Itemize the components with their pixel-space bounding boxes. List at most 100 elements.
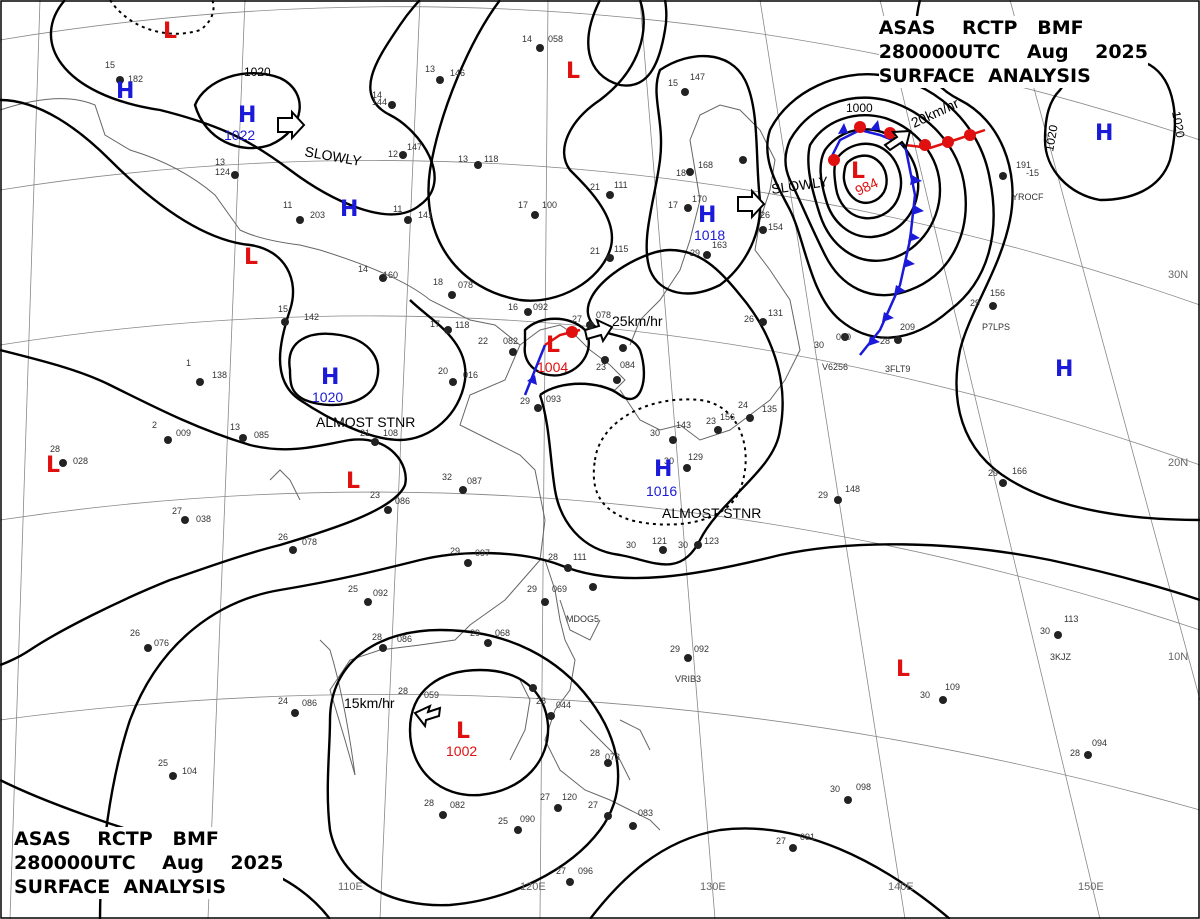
station-plot: 14 <box>358 264 368 274</box>
axis-labels: 110E 120E 130E 140E 150E 30N 20N 10N <box>338 269 1188 893</box>
station-plot: 21 <box>590 182 600 192</box>
station-id: YROCF <box>1012 192 1044 202</box>
station-plot: 182 <box>128 74 143 84</box>
longitude-label: 150E <box>1078 881 1104 893</box>
station-plot: 17 <box>430 319 440 329</box>
station-plot: 118 <box>455 320 469 330</box>
center-motion-text: ALMOST STNR <box>662 505 761 521</box>
high-pressure-center: H <box>321 365 339 390</box>
station-plot: 12 <box>388 149 398 159</box>
latitude-label: 30N <box>1168 269 1188 281</box>
station-plot: 082 <box>503 336 518 346</box>
high-pressure-center: H <box>1095 121 1113 146</box>
station-plot: 28 <box>536 696 546 706</box>
station-plot: 26 <box>760 210 770 220</box>
station-plot: 097 <box>475 548 490 558</box>
station-plot: 25 <box>158 758 168 768</box>
station-plot: 109 <box>945 682 960 692</box>
station-plot: 23 <box>596 362 606 372</box>
station-plot: 29 <box>470 628 480 638</box>
station-plot: 142 <box>304 312 319 322</box>
station-plot: 078 <box>596 310 611 320</box>
station-plot: 27 <box>776 836 786 846</box>
station-id: V6256 <box>822 362 848 372</box>
station-plot: 124 <box>215 167 230 177</box>
low-pressure-center: L <box>163 19 177 44</box>
low-pressure-center: L <box>566 59 580 84</box>
station-plot: 30 <box>920 690 930 700</box>
station-plot: 118 <box>484 154 498 164</box>
station-plot: 078 <box>458 280 473 290</box>
station-plot: 147 <box>407 142 422 152</box>
station-plot: 115 <box>614 244 628 254</box>
station-plot: 17 <box>518 200 528 210</box>
station-plot: 092 <box>533 302 548 312</box>
station-plots: 15 182 14 058 13 146 13 118 14 144 12 14… <box>50 34 1107 876</box>
station-plot: 29 <box>450 546 460 556</box>
station-plot: 26 <box>130 628 140 638</box>
station-plot: 30 <box>650 428 660 438</box>
station-plot: 27 <box>556 866 566 876</box>
station-plot: 29 <box>690 248 700 258</box>
center-motion-text: SLOWLY <box>770 173 830 197</box>
high-pressure-center: H <box>340 197 358 222</box>
station-plot: 20 <box>438 366 448 376</box>
high-pressure-center: H <box>698 203 716 228</box>
isobar-labels: 1020 1000 1020 1020 <box>244 65 1188 153</box>
low-pressure-center: L <box>456 719 470 744</box>
station-plot: 156 <box>990 288 1005 298</box>
station-plot: 18 <box>676 168 686 178</box>
station-plot: 082 <box>450 800 465 810</box>
station-plot: 143 <box>676 420 691 430</box>
station-plot: 091 <box>800 832 815 842</box>
station-plot: 15 <box>668 78 678 88</box>
station-plot: 135 <box>762 404 777 414</box>
station-plot: 29 <box>527 584 537 594</box>
station-id: 3KJZ <box>1050 652 1072 662</box>
station-plot: 141 <box>418 210 433 220</box>
station-plot: 085 <box>254 430 269 440</box>
station-plot: 13 <box>230 422 240 432</box>
station-plot: 13 <box>425 64 435 74</box>
station-plot: 044 <box>556 700 571 710</box>
header-line-3: SURFACE ANALYSIS <box>878 65 1091 87</box>
station-plot: 24 <box>738 400 748 410</box>
high-pressure-center: H <box>654 457 672 482</box>
station-plot: 28 <box>372 632 382 642</box>
station-plot: 084 <box>620 360 635 370</box>
station-plot: 2 <box>152 420 157 430</box>
station-plot: 32 <box>442 472 452 482</box>
station-plot: 29 <box>670 644 680 654</box>
center-motion-text: 25km/hr <box>612 313 663 329</box>
station-plot: 144 <box>372 97 387 107</box>
station-plot: 170 <box>692 194 707 204</box>
station-plot: 29 <box>970 298 980 308</box>
station-plot: 209 <box>900 322 915 332</box>
station-plot: 14 <box>522 34 532 44</box>
station-plot: 11 <box>283 200 292 210</box>
station-plot: 069 <box>552 584 567 594</box>
station-plot: 28 <box>50 444 60 454</box>
station-plot: 096 <box>578 866 593 876</box>
longitude-label: 130E <box>700 881 726 893</box>
center-pressure-value: 1004 <box>537 359 568 375</box>
center-motion-text: SLOWLY <box>303 143 363 169</box>
high-pressure-center: H <box>116 79 134 104</box>
station-plot: 24 <box>278 696 288 706</box>
isobar-label: 1020 <box>1042 123 1060 152</box>
station-plot: 087 <box>467 476 482 486</box>
station-plot: 1 <box>186 358 191 368</box>
station-plot: 27 <box>572 314 582 324</box>
station-plot: 111 <box>573 552 587 562</box>
station-plot: 073 <box>605 752 620 762</box>
station-plot: 120 <box>562 792 577 802</box>
station-plot: 163 <box>712 240 727 250</box>
station-plot: 29 <box>520 396 530 406</box>
station-id: P7LPS <box>982 322 1010 332</box>
station-plot: 191 <box>1016 160 1031 170</box>
station-plot: 29 <box>818 490 828 500</box>
station-plot: 111 <box>614 180 628 190</box>
